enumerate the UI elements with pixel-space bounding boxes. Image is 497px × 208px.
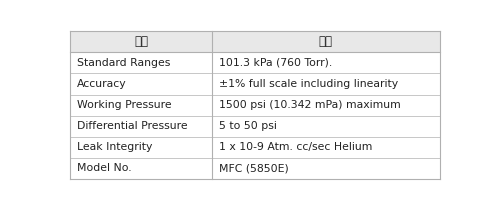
Bar	[70, 116, 440, 137]
Text: Standard Ranges: Standard Ranges	[77, 58, 170, 68]
Text: Working Pressure: Working Pressure	[77, 100, 171, 110]
Text: 사양: 사양	[319, 35, 333, 48]
Text: Differential Pressure: Differential Pressure	[77, 121, 187, 131]
Text: Accuracy: Accuracy	[77, 79, 126, 89]
Text: 항목: 항목	[134, 35, 148, 48]
Bar	[70, 137, 440, 158]
Bar	[70, 94, 440, 116]
Text: Model No.: Model No.	[77, 163, 131, 173]
Text: MFC (5850E): MFC (5850E)	[219, 163, 289, 173]
Bar	[70, 52, 440, 73]
Text: 1 x 10-9 Atm. cc/sec Helium: 1 x 10-9 Atm. cc/sec Helium	[219, 142, 372, 152]
Bar	[70, 73, 440, 94]
Bar	[70, 31, 440, 52]
Text: Leak Integrity: Leak Integrity	[77, 142, 152, 152]
Text: 5 to 50 psi: 5 to 50 psi	[219, 121, 277, 131]
Bar	[70, 158, 440, 179]
Text: ±1% full scale including linearity: ±1% full scale including linearity	[219, 79, 398, 89]
Text: 1500 psi (10.342 mPa) maximum: 1500 psi (10.342 mPa) maximum	[219, 100, 401, 110]
Text: 101.3 kPa (760 Torr).: 101.3 kPa (760 Torr).	[219, 58, 332, 68]
